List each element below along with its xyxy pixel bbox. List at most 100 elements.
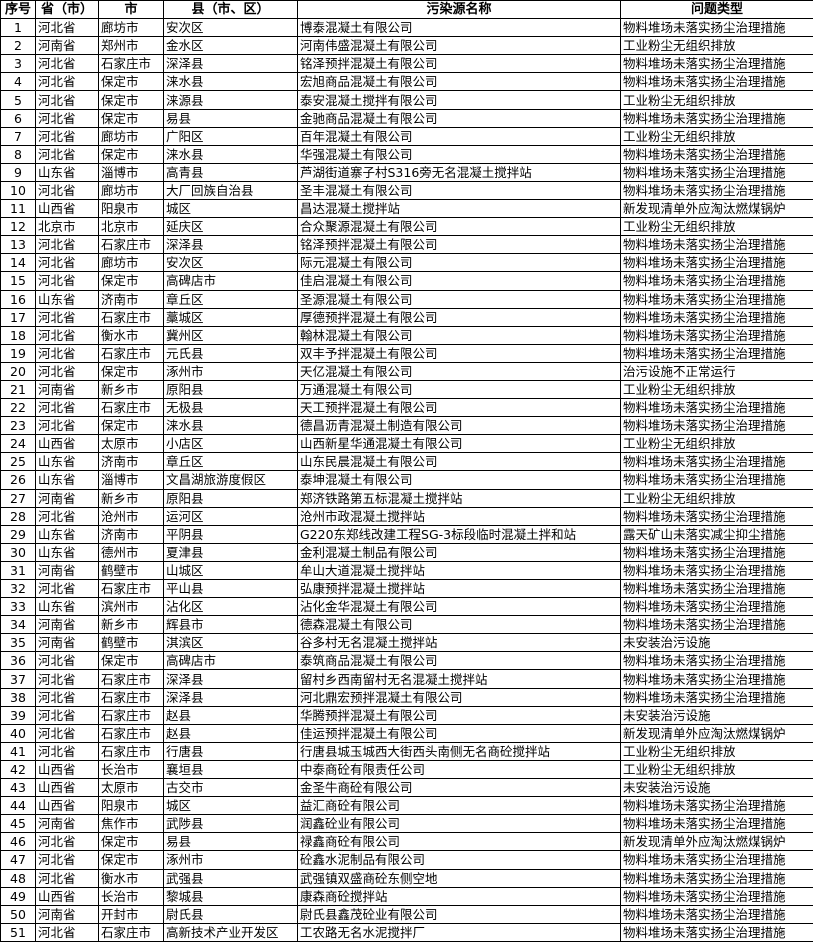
- cell-col-source-name: 百年混凝土有限公司: [298, 127, 621, 145]
- cell-col-source-name: 山东民晨混凝土有限公司: [298, 453, 621, 471]
- cell-col-city: 石家庄市: [99, 923, 164, 941]
- cell-col-index: 35: [1, 634, 36, 652]
- cell-col-issue-type: 物料堆场未落实扬尘治理措施: [621, 290, 813, 308]
- cell-col-city: 保定市: [99, 272, 164, 290]
- cell-col-index: 31: [1, 561, 36, 579]
- cell-col-issue-type: 物料堆场未落实扬尘治理措施: [621, 887, 813, 905]
- cell-col-county: 深泽县: [164, 55, 298, 73]
- cell-col-source-name: 万通混凝土有限公司: [298, 380, 621, 398]
- cell-col-issue-type: 物料堆场未落实扬尘治理措施: [621, 417, 813, 435]
- cell-col-index: 21: [1, 380, 36, 398]
- cell-col-index: 37: [1, 670, 36, 688]
- cell-col-county: 辉县市: [164, 616, 298, 634]
- cell-col-source-name: 铭泽预拌混凝土有限公司: [298, 236, 621, 254]
- cell-col-index: 38: [1, 688, 36, 706]
- cell-col-index: 25: [1, 453, 36, 471]
- cell-col-county: 章丘区: [164, 290, 298, 308]
- cell-col-county: 藁城区: [164, 308, 298, 326]
- cell-col-province: 河北省: [36, 236, 99, 254]
- cell-col-index: 26: [1, 471, 36, 489]
- cell-col-county: 涞水县: [164, 73, 298, 91]
- cell-col-province: 河北省: [36, 417, 99, 435]
- cell-col-issue-type: 未安装治污设施: [621, 634, 813, 652]
- header-col-source-name: 污染源名称: [298, 1, 621, 19]
- cell-col-index: 30: [1, 543, 36, 561]
- header-col-index: 序号: [1, 1, 36, 19]
- cell-col-city: 廊坊市: [99, 19, 164, 37]
- cell-col-province: 河北省: [36, 19, 99, 37]
- cell-col-index: 19: [1, 344, 36, 362]
- cell-col-province: 河北省: [36, 670, 99, 688]
- cell-col-city: 保定市: [99, 91, 164, 109]
- cell-col-index: 36: [1, 652, 36, 670]
- cell-col-county: 元氏县: [164, 344, 298, 362]
- table-header-row: 序号省（市）市县（市、区）污染源名称问题类型: [1, 1, 813, 19]
- cell-col-city: 石家庄市: [99, 742, 164, 760]
- cell-col-source-name: 行唐县城玉城西大街西头南侧无名商砼搅拌站: [298, 742, 621, 760]
- cell-col-city: 德州市: [99, 543, 164, 561]
- cell-col-index: 12: [1, 218, 36, 236]
- cell-col-province: 河南省: [36, 37, 99, 55]
- cell-col-index: 51: [1, 923, 36, 941]
- cell-col-province: 河南省: [36, 634, 99, 652]
- cell-col-issue-type: 新发现清单外应淘汰燃煤锅炉: [621, 200, 813, 218]
- cell-col-county: 沾化区: [164, 598, 298, 616]
- cell-col-issue-type: 物料堆场未落实扬尘治理措施: [621, 471, 813, 489]
- cell-col-index: 6: [1, 109, 36, 127]
- cell-col-source-name: 留村乡西南留村无名混凝土搅拌站: [298, 670, 621, 688]
- cell-col-issue-type: 物料堆场未落实扬尘治理措施: [621, 905, 813, 923]
- cell-col-city: 石家庄市: [99, 688, 164, 706]
- cell-col-county: 易县: [164, 109, 298, 127]
- cell-col-source-name: 泰安混凝土搅拌有限公司: [298, 91, 621, 109]
- cell-col-province: 山西省: [36, 779, 99, 797]
- cell-col-county: 赵县: [164, 706, 298, 724]
- cell-col-county: 高碑店市: [164, 272, 298, 290]
- cell-col-index: 28: [1, 507, 36, 525]
- cell-col-province: 河北省: [36, 145, 99, 163]
- cell-col-city: 沧州市: [99, 507, 164, 525]
- cell-col-city: 廊坊市: [99, 181, 164, 199]
- cell-col-city: 长治市: [99, 760, 164, 778]
- cell-col-city: 太原市: [99, 435, 164, 453]
- cell-col-county: 深泽县: [164, 236, 298, 254]
- cell-col-source-name: 牟山大道混凝土搅拌站: [298, 561, 621, 579]
- cell-col-source-name: 天工预拌混凝土有限公司: [298, 399, 621, 417]
- cell-col-source-name: 宏旭商品混凝土有限公司: [298, 73, 621, 91]
- cell-col-county: 高碑店市: [164, 652, 298, 670]
- cell-col-issue-type: 未安装治污设施: [621, 779, 813, 797]
- cell-col-county: 大厂回族自治县: [164, 181, 298, 199]
- cell-col-county: 延庆区: [164, 218, 298, 236]
- cell-col-city: 保定市: [99, 652, 164, 670]
- cell-col-county: 武强县: [164, 869, 298, 887]
- cell-col-county: 高青县: [164, 163, 298, 181]
- cell-col-province: 河北省: [36, 688, 99, 706]
- cell-col-source-name: 金驰商品混凝土有限公司: [298, 109, 621, 127]
- cell-col-index: 40: [1, 724, 36, 742]
- cell-col-county: 小店区: [164, 435, 298, 453]
- cell-col-city: 滨州市: [99, 598, 164, 616]
- cell-col-city: 保定市: [99, 109, 164, 127]
- cell-col-county: 安次区: [164, 19, 298, 37]
- header-col-province: 省（市）: [36, 1, 99, 19]
- cell-col-province: 山东省: [36, 543, 99, 561]
- cell-col-county: 深泽县: [164, 670, 298, 688]
- cell-col-city: 石家庄市: [99, 308, 164, 326]
- cell-col-source-name: 润鑫砼业有限公司: [298, 815, 621, 833]
- cell-col-issue-type: 物料堆场未落实扬尘治理措施: [621, 254, 813, 272]
- cell-col-index: 13: [1, 236, 36, 254]
- cell-col-issue-type: 物料堆场未落实扬尘治理措施: [621, 181, 813, 199]
- cell-col-county: 襄垣县: [164, 760, 298, 778]
- cell-col-county: 章丘区: [164, 453, 298, 471]
- cell-col-index: 1: [1, 19, 36, 37]
- cell-col-index: 3: [1, 55, 36, 73]
- cell-col-county: 黎城县: [164, 887, 298, 905]
